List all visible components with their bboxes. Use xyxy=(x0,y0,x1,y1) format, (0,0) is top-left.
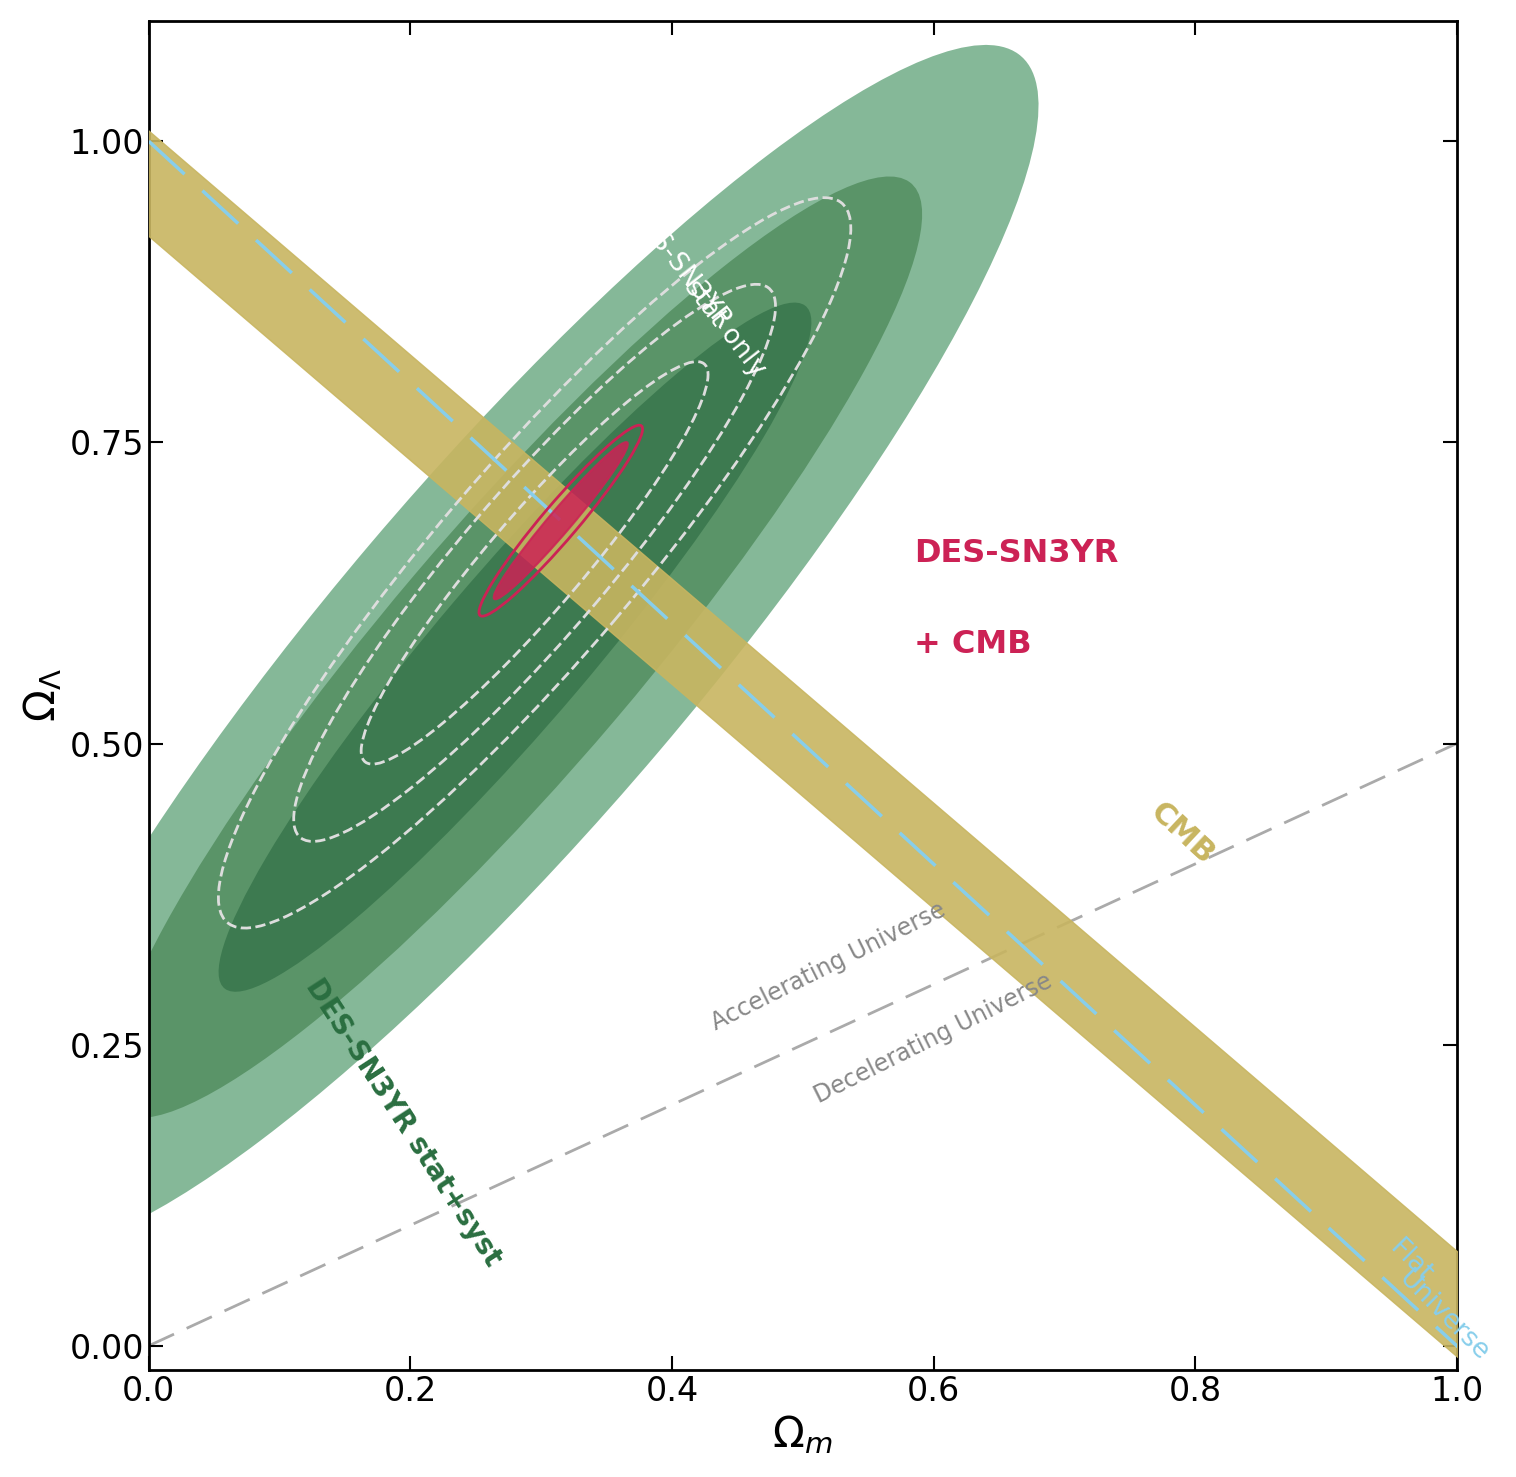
Text: Accelerating Universe: Accelerating Universe xyxy=(708,898,951,1035)
X-axis label: $\Omega_m$: $\Omega_m$ xyxy=(773,1413,832,1456)
Ellipse shape xyxy=(108,176,922,1118)
Text: Universe: Universe xyxy=(1393,1266,1493,1366)
Y-axis label: $\Omega_\Lambda$: $\Omega_\Lambda$ xyxy=(21,669,64,722)
Text: stat only: stat only xyxy=(679,275,770,381)
Text: + CMB: + CMB xyxy=(914,629,1031,660)
Text: DES-SN3YR: DES-SN3YR xyxy=(914,538,1119,569)
Text: Flat: Flat xyxy=(1384,1235,1437,1288)
Text: DES-SN3YR: DES-SN3YR xyxy=(622,201,735,335)
Ellipse shape xyxy=(218,303,811,991)
Ellipse shape xyxy=(0,44,1038,1250)
Text: Decelerating Universe: Decelerating Universe xyxy=(811,969,1057,1108)
Ellipse shape xyxy=(494,442,628,600)
Text: CMB: CMB xyxy=(1145,798,1220,870)
Text: DES-SN3YR stat+syst: DES-SN3YR stat+syst xyxy=(300,975,508,1272)
